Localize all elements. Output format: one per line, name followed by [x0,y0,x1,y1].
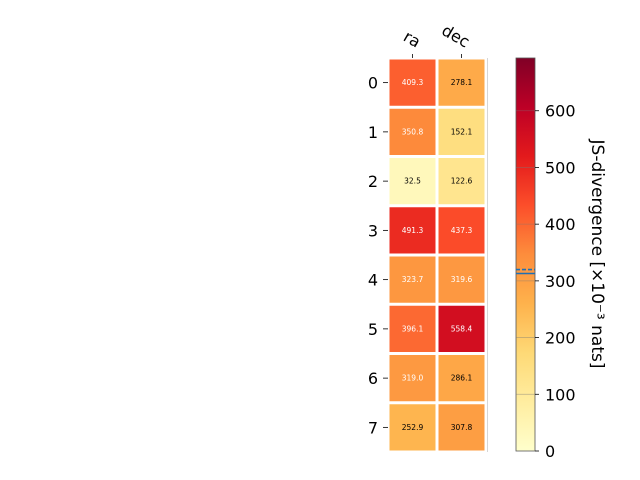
heatmap-cell [389,207,436,254]
heatmap-cell [438,108,485,155]
cell-value-label: 396.1 [402,324,424,333]
heatmap-cell [389,108,436,155]
heatmap-cell [438,305,485,352]
colorbar-tick-label: 100 [545,385,576,404]
colorbar-markers [516,268,535,275]
cell-value-label: 437.3 [451,226,473,235]
colorbar-tick-label: 600 [545,102,576,121]
row-tick-label: 3 [368,221,378,240]
cell-value-label: 152.1 [451,127,473,136]
heatmap-cell [389,158,436,205]
heatmap-cell [389,59,436,106]
heatmap-cell [438,158,485,205]
column-tick-label: dec [439,21,473,52]
cell-value-label: 323.7 [402,275,424,284]
colorbar-label: JS-divergence [×10⁻³ nats] [587,139,607,369]
row-tick-labels: 0 1 2 3 4 5 6 7 [368,74,388,437]
colorbar-tick-label: 300 [545,272,576,291]
colorbar: 0 100 200 300 400 500 600 JS-divergence [×10⁻³… [515,57,607,461]
heatmap-cell [438,207,485,254]
heatmap-cell [389,404,436,451]
heatmap-cell [438,59,485,106]
heatmap-cells: 409.3 278.1 350.8 152.1 32.5 122.6 491.3 437.3 3… [389,58,488,452]
cell-value-label: 558.4 [451,324,473,333]
row-tick-label: 4 [368,271,378,290]
row-tick-label: 7 [368,418,378,437]
column-tick-labels: ra dec [400,21,473,58]
heatmap-cell [438,355,485,402]
cell-value-label: 32.5 [404,177,421,186]
cell-value-label: 122.6 [451,177,473,186]
column-tick-label: ra [400,27,424,52]
heatmap-cell [438,256,485,303]
cell-value-label: 286.1 [451,374,473,383]
colorbar-tick-label: 400 [545,215,576,234]
colorbar-tick-label: 0 [545,442,555,461]
heatmap-cell [389,355,436,402]
colorbar-gradient [515,57,536,452]
heatmap-cell [438,404,485,451]
row-tick-label: 2 [368,172,378,191]
row-tick-label: 1 [368,123,378,142]
cell-value-label: 278.1 [451,78,473,87]
heatmap-cell [389,256,436,303]
colorbar-ticks: 0 100 200 300 400 500 600 [516,102,576,461]
colorbar-tick-label: 200 [545,329,576,348]
cell-value-label: 409.3 [402,78,424,87]
cell-value-label: 491.3 [402,226,424,235]
cell-value-label: 319.6 [451,275,473,284]
cell-value-label: 319.0 [402,374,424,383]
colorbar-tick-label: 500 [545,158,576,177]
cell-value-label: 252.9 [402,423,424,432]
row-tick-label: 5 [368,320,378,339]
row-tick-label: 0 [368,74,378,93]
row-tick-label: 6 [368,369,378,388]
cell-value-label: 350.8 [402,127,424,136]
cell-value-label: 307.8 [451,423,473,432]
heatmap-cell [389,305,436,352]
